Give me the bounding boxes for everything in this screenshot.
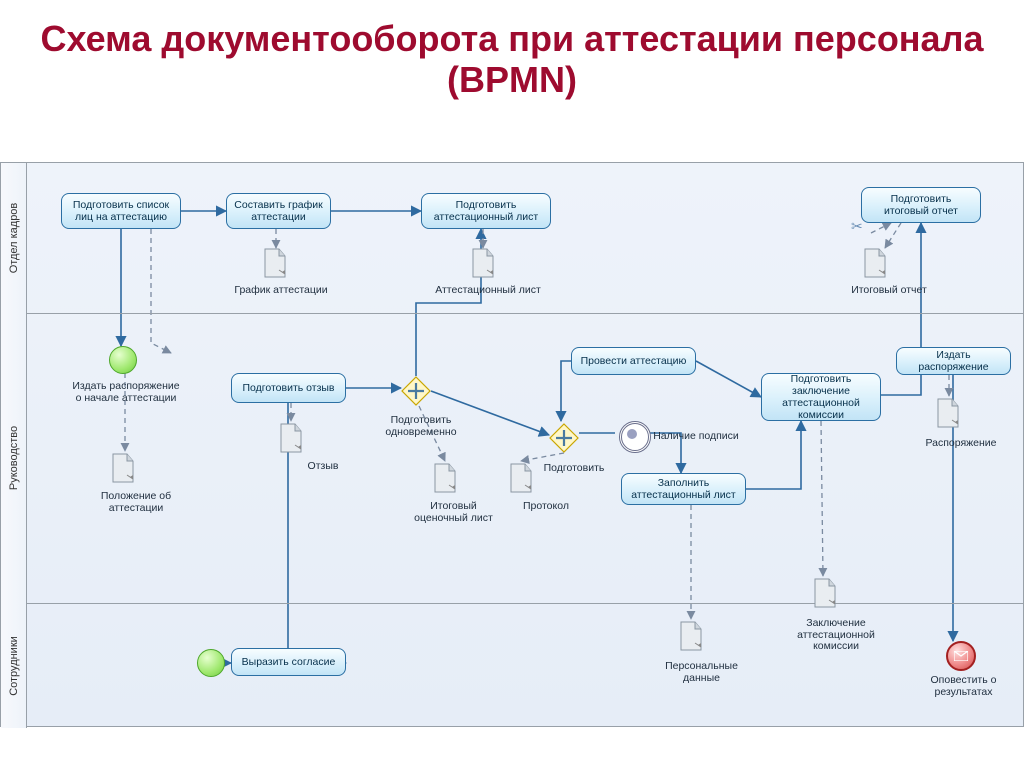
gateway-label: Подготовить одновременно <box>376 415 466 438</box>
document-icon <box>863 248 887 278</box>
document-label: Распоряжение <box>911 438 1011 450</box>
task-t6: Провести аттестацию <box>571 347 696 375</box>
event-label: Наличие подписи <box>651 431 741 443</box>
lane-label-hr: Отдел кадров <box>1 163 27 313</box>
lane-separator <box>27 603 1023 604</box>
event-e_end <box>946 641 976 671</box>
document-label: Отзыв <box>273 461 373 473</box>
document-label: Итоговый отчет <box>839 285 939 297</box>
document-icon <box>813 578 837 608</box>
task-t1: Подготовить список лиц на аттестацию <box>61 193 181 229</box>
task-t4: Подготовить итоговый отчет <box>861 187 981 223</box>
task-t8: Заполнить аттестационный лист <box>621 473 746 505</box>
lane-label-emp: Сотрудники <box>1 603 27 728</box>
document-label: График аттестации <box>231 285 331 297</box>
document-icon <box>263 248 287 278</box>
gateway-label: Подготовить <box>529 463 619 475</box>
event-e_start <box>109 346 137 374</box>
document-label: Итоговый оценочный лист <box>406 501 501 524</box>
task-t3: Подготовить аттестационный лист <box>421 193 551 229</box>
document-icon <box>111 453 135 483</box>
document-label: Положение об аттестации <box>81 491 191 514</box>
document-label: Протокол <box>496 501 596 513</box>
task-t5: Подготовить отзыв <box>231 373 346 403</box>
event-e_sig <box>619 421 651 453</box>
bpmn-pool: ✂ Отдел кадровРуководствоСотрудники Подго… <box>0 162 1024 727</box>
lane-separator <box>27 313 1023 314</box>
document-icon <box>279 423 303 453</box>
document-icon <box>433 463 457 493</box>
document-icon <box>936 398 960 428</box>
event-label: Оповестить о результатах <box>916 675 1011 698</box>
svg-text:✂: ✂ <box>851 218 863 234</box>
task-t10: Выразить согласие <box>231 648 346 676</box>
document-icon <box>509 463 533 493</box>
page-title: Схема документооборота при аттестации пе… <box>0 0 1024 107</box>
document-label: Персональные данные <box>649 661 754 684</box>
task-t9: Издать распоряжение <box>896 347 1011 375</box>
event-e_start2 <box>197 649 225 677</box>
document-label: Заключение аттестационной комиссии <box>776 618 896 653</box>
document-icon <box>471 248 495 278</box>
task-t2: Составить график аттестации <box>226 193 331 229</box>
document-label: Аттестационный лист <box>433 285 543 297</box>
document-icon <box>679 621 703 651</box>
event-label: Издать распоряжение о начале аттестации <box>71 381 181 404</box>
gateway-g1 <box>401 376 431 406</box>
lane-label-mgmt: Руководство <box>1 313 27 603</box>
task-t7: Подготовить заключение аттестационной ко… <box>761 373 881 421</box>
gateway-g2 <box>549 423 579 453</box>
